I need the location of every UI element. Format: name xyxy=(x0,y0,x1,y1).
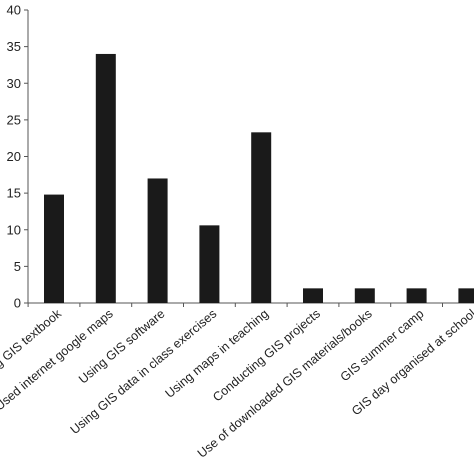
y-tick-label: 10 xyxy=(7,222,21,237)
x-category-label: Using GIS software xyxy=(76,307,168,387)
x-category-label: Using maps in teaching xyxy=(163,307,272,401)
bar xyxy=(199,225,220,303)
bar xyxy=(354,288,375,303)
y-tick-label: 35 xyxy=(7,39,21,54)
y-tick-label: 40 xyxy=(7,3,21,18)
y-tick-label: 30 xyxy=(7,76,21,91)
y-tick-label: 5 xyxy=(14,259,21,274)
y-tick-label: 15 xyxy=(7,186,21,201)
bar xyxy=(44,194,64,303)
bar xyxy=(458,288,474,303)
bar xyxy=(147,178,168,303)
bar xyxy=(95,53,116,304)
axes xyxy=(27,10,474,304)
bar xyxy=(303,288,323,303)
y-axis-ticks: 0 5 10 15 20 25 30 35 40 xyxy=(7,3,28,311)
bar xyxy=(251,132,272,303)
y-tick-label: 25 xyxy=(7,112,21,127)
bars xyxy=(44,53,474,304)
bar xyxy=(406,288,427,303)
y-tick-label: 20 xyxy=(7,149,21,164)
y-tick-label: 0 xyxy=(14,296,21,311)
